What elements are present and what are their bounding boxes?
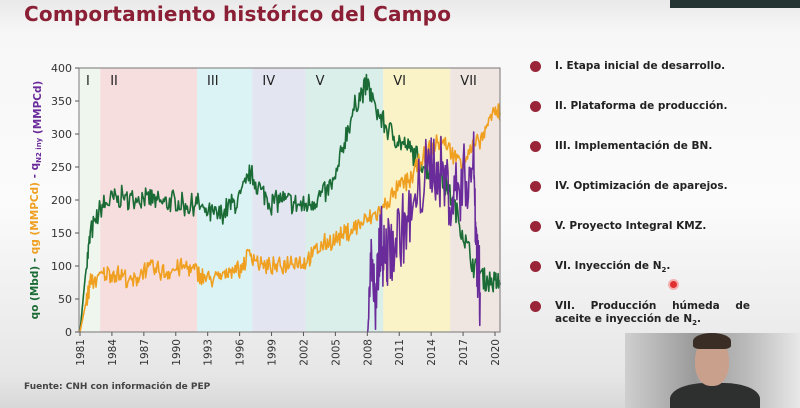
bullet-icon bbox=[530, 181, 541, 192]
y-tick-label: 150 bbox=[51, 227, 72, 240]
bullet-icon bbox=[530, 61, 541, 72]
legend-item: VII. Producción húmeda de aceite e inyec… bbox=[530, 300, 750, 330]
legend-item: II. Plataforma de producción. bbox=[530, 100, 728, 113]
presenter-body bbox=[670, 383, 760, 408]
x-tick-label: 2020 bbox=[490, 339, 502, 366]
y-label-part: N2 iny bbox=[35, 137, 43, 163]
bullet-icon bbox=[530, 301, 541, 312]
webcam-video bbox=[625, 333, 800, 408]
y-tick-label: 0 bbox=[65, 326, 72, 339]
bullet-icon bbox=[530, 261, 541, 272]
x-tick-label: 1993 bbox=[203, 339, 215, 366]
y-tick-label: 350 bbox=[51, 95, 72, 108]
legend-item-label: I. Etapa inicial de desarrollo. bbox=[555, 60, 726, 72]
legend-item: IV. Optimización de aparejos. bbox=[530, 180, 728, 193]
y-tick-label: 50 bbox=[58, 293, 72, 306]
legend-item: I. Etapa inicial de desarrollo. bbox=[530, 60, 725, 73]
y-tick-label: 200 bbox=[51, 194, 72, 207]
x-tick-label: 2002 bbox=[298, 339, 310, 366]
y-tick-label: 400 bbox=[51, 62, 72, 75]
phase-label: IV bbox=[262, 74, 275, 89]
x-tick-label: 1999 bbox=[267, 339, 279, 366]
legend-item: III. Implementación de BN. bbox=[530, 140, 712, 153]
presenter-hair bbox=[693, 333, 731, 349]
y-label-part: (MMPCd) bbox=[32, 81, 44, 138]
x-tick-label: 2017 bbox=[458, 339, 470, 366]
legend-item: VI. Inyección de N2. bbox=[530, 260, 670, 277]
legend-item: V. Proyecto Integral KMZ. bbox=[530, 220, 706, 233]
phase-label: II bbox=[110, 74, 118, 89]
series-line-n2 bbox=[366, 131, 481, 333]
legend-item-label: IV. Optimización de aparejos. bbox=[555, 180, 728, 192]
source-note: Fuente: CNH con información de PEP bbox=[24, 382, 211, 392]
legend-item-label: III. Implementación de BN. bbox=[555, 140, 713, 152]
bullet-icon bbox=[530, 101, 541, 112]
x-tick-label: 2005 bbox=[330, 339, 342, 366]
x-tick-label: 1984 bbox=[107, 339, 119, 366]
x-tick-label: 1996 bbox=[235, 339, 247, 366]
legend-item-label: II. Plataforma de producción. bbox=[555, 100, 728, 112]
y-label-part: qo (Mbd) bbox=[29, 266, 41, 319]
x-tick-label: 2011 bbox=[394, 339, 406, 366]
legend-item-label: V. Proyecto Integral KMZ. bbox=[555, 220, 707, 232]
y-label-part: qg (MMPCd) bbox=[29, 182, 41, 254]
phase-band bbox=[80, 68, 101, 332]
legend-item-label: VI. Inyección de N2. bbox=[555, 260, 671, 275]
y-tick-label: 250 bbox=[51, 161, 72, 174]
phase-label: III bbox=[207, 74, 219, 89]
bullet-icon bbox=[530, 141, 541, 152]
phase-label: VI bbox=[393, 74, 406, 89]
y-label-part: q bbox=[29, 163, 41, 171]
meeting-top-bar bbox=[670, 0, 800, 8]
x-tick-label: 1987 bbox=[139, 339, 151, 366]
y-tick-label: 300 bbox=[51, 128, 72, 141]
y-tick-label: 100 bbox=[51, 260, 72, 273]
x-tick-label: 2008 bbox=[362, 339, 374, 366]
y-axis-label: qo (Mbd) - qg (MMPCd) - qN2 iny (MMPCd) bbox=[29, 81, 44, 320]
x-tick-label: 2014 bbox=[426, 339, 438, 366]
y-label-part: - bbox=[29, 170, 41, 182]
bullet-icon bbox=[530, 221, 541, 232]
legend-item-label: VII. Producción húmeda de aceite e inyec… bbox=[555, 300, 750, 328]
laser-pointer bbox=[668, 279, 679, 290]
series-line-gas bbox=[79, 103, 502, 333]
phase-band bbox=[197, 68, 253, 332]
phase-label: VII bbox=[460, 74, 477, 89]
y-label-part: - bbox=[29, 254, 41, 266]
slide-title: Comportamiento histórico del Campo bbox=[24, 2, 452, 26]
x-tick-label: 1981 bbox=[75, 339, 87, 366]
phase-label: V bbox=[316, 74, 325, 89]
phase-label: I bbox=[86, 74, 90, 89]
x-tick-label: 1990 bbox=[171, 339, 183, 366]
